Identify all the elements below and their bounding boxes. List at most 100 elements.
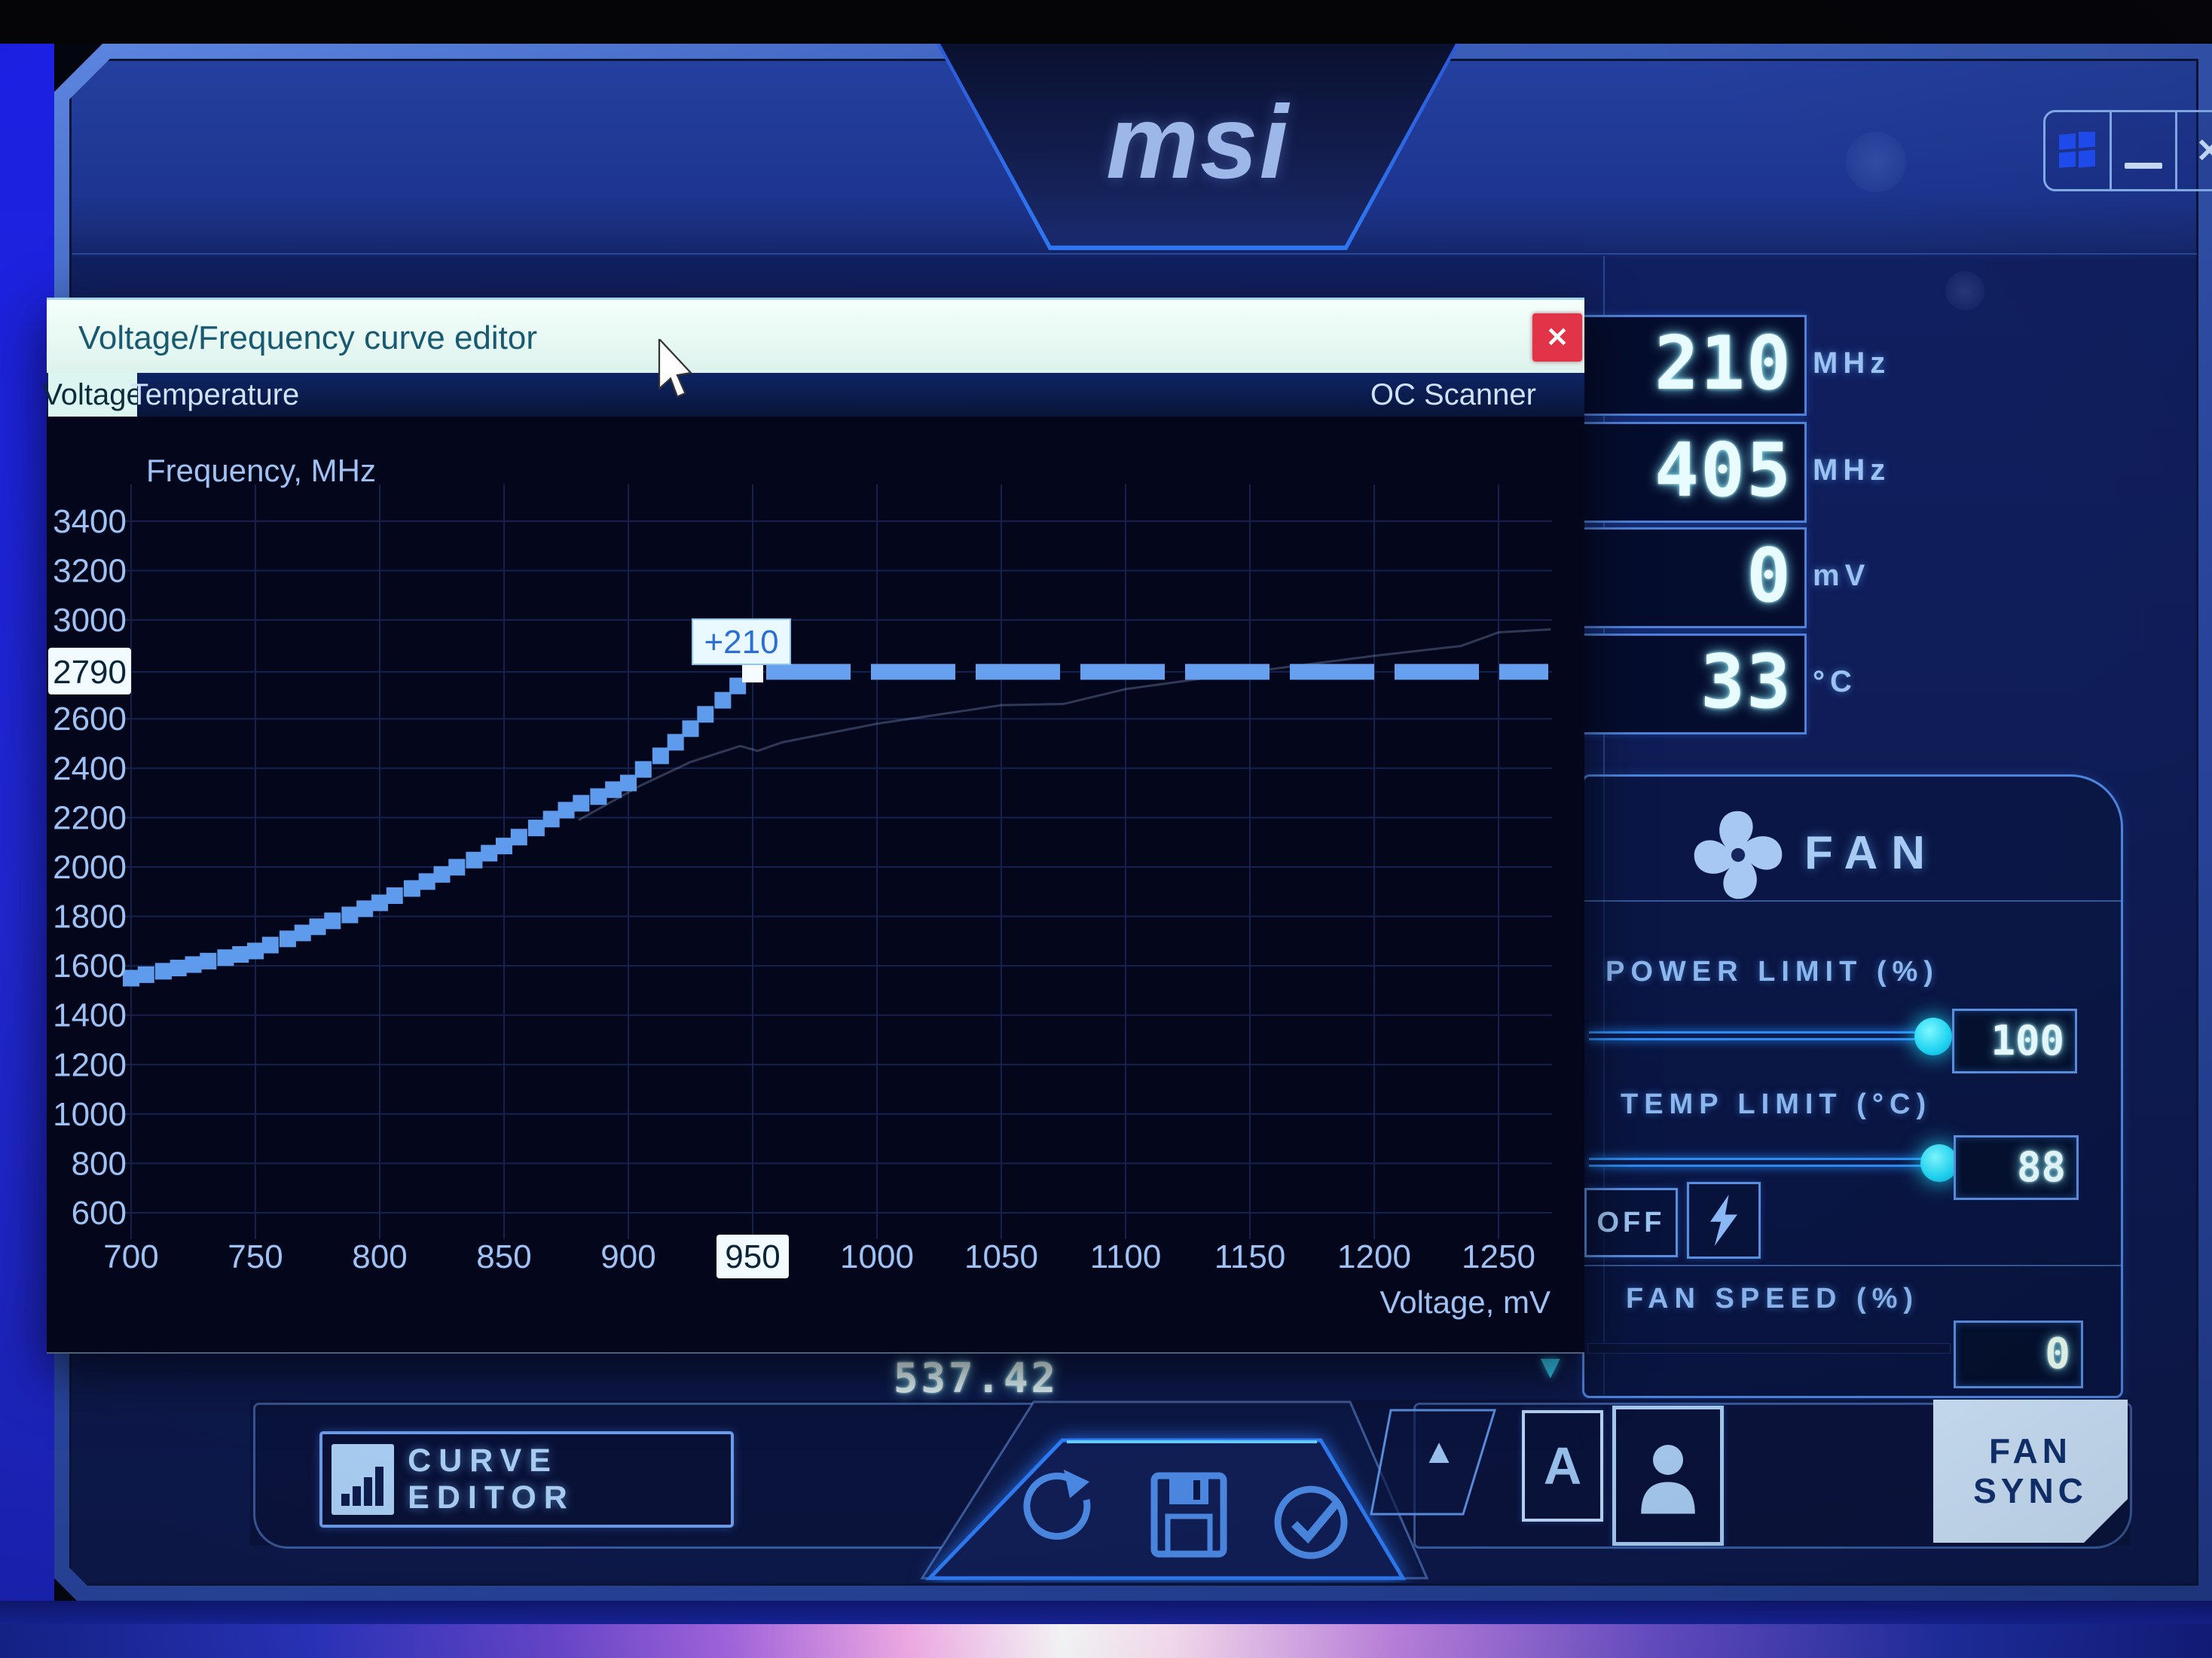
core-clock-value: 210	[1654, 321, 1792, 407]
mouse-cursor	[658, 339, 693, 398]
center-console	[920, 1400, 1429, 1580]
temp-limit-value-box[interactable]: 88	[1954, 1135, 2079, 1200]
power-limit-value: 100	[1990, 1017, 2064, 1064]
boost-button[interactable]	[1687, 1182, 1761, 1259]
close-x-icon: ✕	[1545, 322, 1569, 353]
user-icon	[1641, 1444, 1695, 1514]
power-limit-slider[interactable]	[1589, 1031, 1920, 1040]
auto-profile-button[interactable]: A	[1522, 1410, 1603, 1522]
power-reading: 537.42	[894, 1354, 1059, 1402]
top-black-bar	[0, 0, 2212, 44]
minimize-icon	[2125, 163, 2162, 169]
scroll-down-indicator: ▼	[1534, 1348, 1567, 1385]
svg-text:1050: 1050	[964, 1238, 1038, 1275]
fan-speed-slider[interactable]	[1587, 1343, 1951, 1354]
svg-text:2600: 2600	[53, 701, 127, 737]
svg-text:1200: 1200	[1337, 1238, 1411, 1275]
user-profile-button[interactable]	[1612, 1406, 1724, 1546]
memory-clock-unit: MHz	[1813, 453, 1891, 487]
desktop-edge-left	[0, 44, 54, 1658]
svg-text:2790: 2790	[53, 654, 127, 691]
temperature-unit: °C	[1813, 664, 1857, 698]
dialog-tab-bar: Voltage Temperature OC Scanner	[42, 373, 1584, 417]
header-divider	[72, 253, 2197, 255]
svg-text:1000: 1000	[53, 1096, 127, 1133]
fan-panel-title: FAN	[1804, 827, 1939, 879]
fan-header-divider	[1584, 900, 2121, 902]
fan-speed-value-box[interactable]: 0	[1954, 1321, 2083, 1388]
fan-icon	[1694, 811, 1783, 899]
windows-logo-icon	[2059, 132, 2096, 168]
desk-reflection-gradient	[0, 1624, 2212, 1658]
profile-up-button[interactable]: ▲	[1370, 1409, 1498, 1516]
power-limit-value-box[interactable]: 100	[1952, 1009, 2077, 1073]
dialog-close-button[interactable]: ✕	[1532, 313, 1582, 362]
svg-text:1100: 1100	[1090, 1238, 1162, 1275]
up-triangle-icon: ▲	[1422, 1431, 1456, 1470]
svg-text:850: 850	[476, 1238, 531, 1275]
voltage-value: 0	[1746, 533, 1792, 619]
fan-sync-button[interactable]: FAN SYNC	[1933, 1400, 2128, 1543]
svg-text:750: 750	[228, 1238, 283, 1275]
bokeh-light	[1945, 271, 1984, 310]
vf-curve-editor-dialog: Voltage/Frequency curve editor ✕ Voltage…	[42, 298, 1584, 1354]
fan-speed-label: FAN SPEED (%)	[1626, 1283, 1920, 1314]
temp-limit-slider[interactable]	[1589, 1158, 1926, 1167]
curve-editor-button[interactable]: CURVE EDITOR	[319, 1431, 734, 1528]
svg-text:2200: 2200	[53, 799, 127, 836]
curve-editor-label: CURVE EDITOR	[408, 1443, 575, 1516]
power-limit-slider-knob[interactable]	[1914, 1018, 1952, 1055]
memory-clock-value: 405	[1654, 428, 1792, 514]
window-controls: ✕	[2043, 110, 2212, 191]
voltage-unit: mV	[1813, 558, 1871, 592]
msi-logo-text: msi	[1106, 84, 1290, 200]
x-axis-title: Voltage, mV	[1380, 1284, 1551, 1320]
close-window-button[interactable]: ✕	[2177, 112, 2212, 189]
oc-scanner-link[interactable]: OC Scanner	[1370, 377, 1536, 411]
off-button[interactable]: OFF	[1584, 1188, 1678, 1257]
svg-text:1150: 1150	[1214, 1238, 1286, 1275]
svg-text:1600: 1600	[53, 948, 127, 985]
svg-text:1000: 1000	[840, 1238, 914, 1275]
y-axis-title: Frequency, MHz	[146, 453, 376, 488]
svg-text:3200: 3200	[53, 552, 127, 589]
fan-speed-divider	[1584, 1265, 2121, 1266]
svg-text:2000: 2000	[53, 849, 127, 886]
windows-start-button[interactable]	[2045, 112, 2112, 189]
svg-text:1200: 1200	[53, 1046, 127, 1083]
apply-icon[interactable]	[1274, 1485, 1348, 1559]
svg-text:950: 950	[725, 1238, 780, 1275]
svg-text:700: 700	[103, 1238, 158, 1275]
svg-text:1400: 1400	[53, 997, 127, 1034]
svg-text:900: 900	[600, 1238, 655, 1275]
tab-voltage[interactable]: Voltage	[42, 373, 143, 417]
fan-speed-value: 0	[2045, 1330, 2070, 1379]
reset-icon[interactable]	[1023, 1470, 1091, 1540]
save-icon[interactable]	[1150, 1472, 1227, 1558]
axis-tick-labels: 600 800 1000 1200 1400 1600 1800 2000 2200 2400 26…	[48, 503, 1535, 1278]
svg-text:3000: 3000	[53, 602, 127, 639]
svg-text:2400: 2400	[53, 750, 127, 787]
svg-text:800: 800	[352, 1238, 407, 1275]
core-clock-unit: MHz	[1813, 346, 1891, 380]
bar-chart-icon	[331, 1444, 395, 1515]
offset-annotation: +210	[692, 618, 791, 665]
power-limit-label: POWER LIMIT (%)	[1606, 956, 1939, 988]
dialog-title-bar[interactable]: Voltage/Frequency curve editor ✕	[47, 298, 1584, 375]
chart-grid	[122, 484, 1552, 1239]
svg-text:+210: +210	[704, 624, 778, 661]
bokeh-light	[1846, 132, 1906, 192]
dialog-title: Voltage/Frequency curve editor	[78, 319, 538, 356]
vf-curve-chart[interactable]: 600 800 1000 1200 1400 1600 1800 2000 2200 2400 26…	[47, 417, 1584, 1352]
svg-text:1800: 1800	[53, 899, 127, 936]
stock-curve	[578, 628, 1551, 821]
lightning-icon	[1710, 1194, 1737, 1247]
tab-temperature[interactable]: Temperature	[130, 377, 300, 411]
temp-limit-slider-knob[interactable]	[1920, 1144, 1958, 1182]
vf-curve-points[interactable]	[123, 663, 761, 987]
minimize-button[interactable]	[2112, 112, 2178, 189]
svg-text:3400: 3400	[53, 503, 127, 540]
svg-text:1250: 1250	[1462, 1238, 1535, 1275]
temp-limit-label: TEMP LIMIT (°C)	[1621, 1089, 1932, 1120]
